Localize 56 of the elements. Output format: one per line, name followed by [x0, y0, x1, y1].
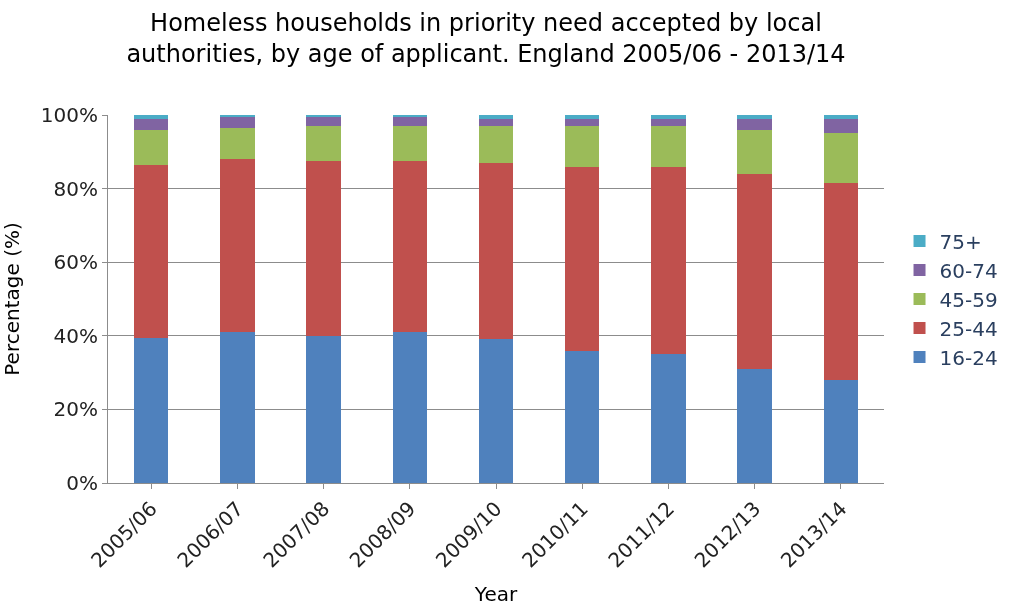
bar	[564, 118, 600, 127]
bar	[220, 127, 255, 160]
chart-title: Homeless households in priority need accepted by local authorities, by age of applicant. England 2005/06 - 2013/14	[126, 8, 846, 68]
bar	[220, 159, 255, 333]
bar	[392, 161, 428, 333]
y-tick-label: 80%	[53, 176, 98, 201]
bar	[651, 126, 686, 167]
bar	[737, 368, 772, 483]
bar	[392, 332, 428, 483]
bar	[306, 116, 341, 127]
legend-label: 45-59	[939, 287, 998, 312]
bar	[823, 183, 859, 380]
bar	[737, 173, 772, 369]
bar	[133, 164, 169, 338]
bar	[306, 335, 341, 483]
bar	[392, 116, 428, 127]
bar	[823, 115, 859, 119]
bar	[564, 166, 600, 351]
bar	[133, 129, 169, 165]
bar	[651, 166, 686, 355]
bar	[823, 379, 859, 483]
bar	[737, 118, 772, 130]
bar	[306, 161, 341, 336]
bar	[478, 118, 514, 127]
legend-label: 25-44	[939, 316, 998, 341]
bar	[823, 118, 859, 134]
bar	[478, 162, 514, 340]
bar	[133, 115, 169, 119]
bar	[478, 115, 514, 119]
y-tick-label: 40%	[53, 323, 98, 348]
x-axis-title: Year	[473, 581, 518, 606]
bar	[737, 129, 772, 174]
bar	[220, 332, 255, 483]
bar	[133, 118, 169, 130]
bar	[651, 115, 686, 119]
y-tick-label: 20%	[53, 397, 98, 422]
y-tick-label: 60%	[53, 250, 98, 275]
y-axis-title: Percentage (%)	[0, 222, 25, 376]
bar	[133, 337, 169, 483]
bar	[737, 115, 772, 119]
bar	[478, 126, 514, 163]
bar	[220, 116, 255, 128]
bar	[651, 118, 686, 127]
bar	[478, 339, 514, 483]
legend-label: 60-74	[939, 258, 998, 283]
bar	[306, 126, 341, 161]
y-tick-label: 0%	[66, 471, 98, 495]
bar	[564, 115, 600, 119]
bar	[651, 354, 686, 483]
bar	[564, 126, 600, 167]
legend-label: 16-24	[939, 345, 998, 370]
bar	[823, 133, 859, 184]
bar	[392, 126, 428, 161]
y-tick-label: 100%	[40, 103, 98, 127]
legend-label: 75+	[939, 229, 982, 254]
bar	[564, 350, 600, 483]
